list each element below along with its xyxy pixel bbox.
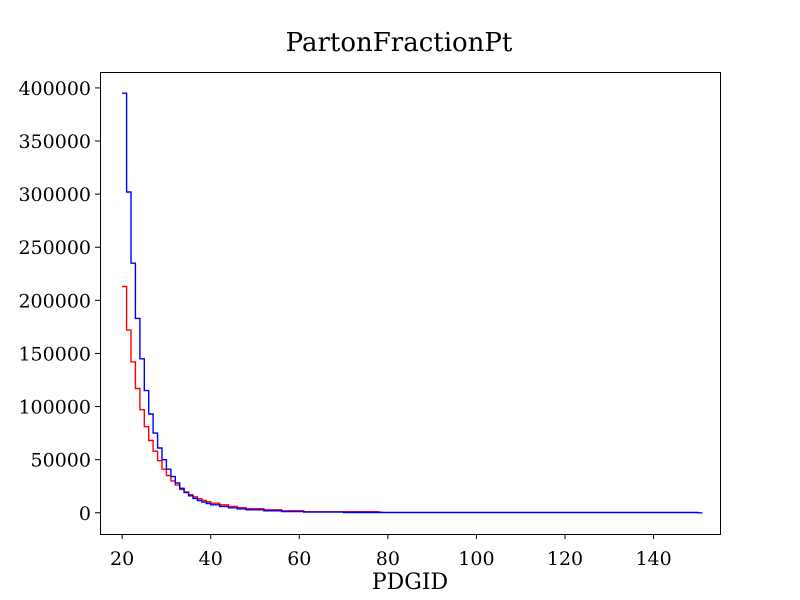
chart-title: PartonFractionPt <box>286 28 513 58</box>
y-tick-label: 100000 <box>18 397 91 419</box>
x-axis: 20 40 60 80 100 120 140 <box>110 534 672 570</box>
x-tick-label: 80 <box>376 548 400 570</box>
series-line-1 <box>122 285 384 513</box>
y-tick-label: 150000 <box>18 343 91 365</box>
y-axis: 0 50000 100000 150000 200000 250000 300000 3500… <box>18 78 100 525</box>
y-tick-label: 200000 <box>18 290 91 312</box>
y-tick-label: 50000 <box>31 450 91 472</box>
y-tick-label: 300000 <box>18 184 91 206</box>
y-tick-label: 250000 <box>18 237 91 259</box>
y-tick-label: 0 <box>79 503 91 525</box>
series-line-2 <box>122 92 703 514</box>
x-tick-label: 100 <box>458 548 494 570</box>
x-axis-label: PDGID <box>372 570 448 595</box>
x-tick-label: 120 <box>547 548 583 570</box>
plot-frame <box>100 72 721 535</box>
x-tick-label: 20 <box>110 548 134 570</box>
plot-area <box>122 92 703 514</box>
y-tick-label: 350000 <box>18 131 91 153</box>
x-tick-label: 140 <box>635 548 671 570</box>
x-tick-label: 40 <box>199 548 223 570</box>
x-tick-label: 60 <box>287 548 311 570</box>
y-tick-label: 400000 <box>18 78 91 100</box>
